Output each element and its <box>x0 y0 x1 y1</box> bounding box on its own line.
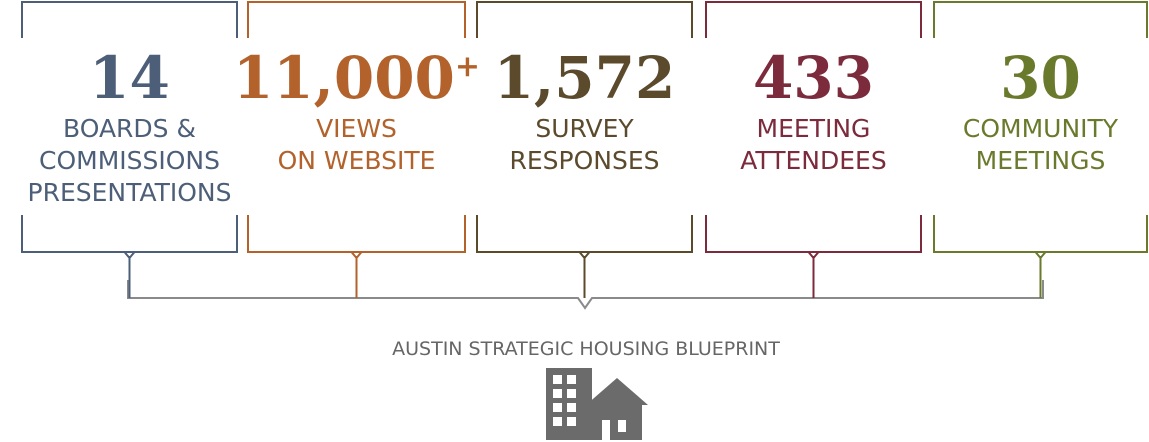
stat-number-value: 14 <box>89 44 170 112</box>
stat-number-value: 1,572 <box>494 44 676 112</box>
top-bracket <box>476 1 693 38</box>
stat-number: 11,000+ <box>233 44 480 112</box>
stat-number-value: 11,000 <box>233 44 455 112</box>
stat-number-value: 433 <box>753 44 874 112</box>
bottom-bracket <box>933 215 1148 253</box>
stat-card <box>476 1 693 298</box>
stat-label: MEETINGS <box>976 146 1106 175</box>
stat-label: RESPONSES <box>509 146 659 175</box>
housing-icon <box>546 368 648 440</box>
stat-card <box>247 1 466 298</box>
stat-number-suffix: + <box>455 49 480 84</box>
stat-number: 14 <box>89 44 170 112</box>
stat-card <box>21 1 238 298</box>
stat-label: PRESENTATIONS <box>28 178 232 207</box>
stat-label: ON WEBSITE <box>278 146 436 175</box>
stat-number: 1,572 <box>494 44 676 112</box>
top-bracket <box>705 1 922 38</box>
stat-card <box>933 1 1148 298</box>
bottom-bracket <box>476 215 693 253</box>
bottom-bracket <box>705 215 922 253</box>
stat-label: BOARDS & <box>63 114 196 143</box>
stat-number-value: 30 <box>1000 44 1081 112</box>
footer-title: AUSTIN STRATEGIC HOUSING BLUEPRINT <box>392 338 780 360</box>
stat-label: COMMISSIONS <box>39 146 220 175</box>
stat-card <box>705 1 922 298</box>
top-bracket <box>933 1 1148 38</box>
stat-label: COMMUNITY <box>963 114 1119 143</box>
bottom-bracket <box>21 215 238 253</box>
stat-label: SURVEY <box>535 114 634 143</box>
top-bracket <box>247 1 466 38</box>
stat-label: VIEWS <box>316 114 397 143</box>
summary-bracket <box>127 280 1044 310</box>
stat-label: MEETING <box>757 114 871 143</box>
stat-label: ATTENDEES <box>740 146 886 175</box>
top-bracket <box>21 1 238 38</box>
stat-number: 433 <box>753 44 874 112</box>
bottom-bracket <box>247 215 466 253</box>
stat-number: 30 <box>1000 44 1081 112</box>
